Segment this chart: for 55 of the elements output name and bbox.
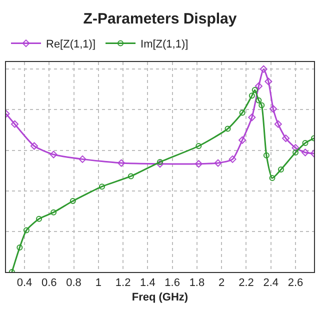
legend-label: Re[Z(1,1)] <box>46 38 96 51</box>
x-tick-label: 1.2 <box>115 277 131 290</box>
point <box>50 209 57 216</box>
x-tick-label: 1 <box>95 277 102 290</box>
point <box>269 175 276 182</box>
point <box>254 82 262 90</box>
x-tick-label: 2.6 <box>288 277 304 290</box>
point <box>260 65 268 73</box>
point <box>78 155 86 163</box>
point <box>292 149 299 156</box>
point <box>50 150 58 158</box>
x-tick-label: 2.4 <box>263 277 279 290</box>
point <box>302 148 309 156</box>
point <box>292 144 300 152</box>
point <box>11 120 18 128</box>
point <box>256 97 262 104</box>
point <box>156 160 164 168</box>
point <box>70 198 76 204</box>
x-tick-label: 0.4 <box>16 277 32 290</box>
point <box>157 159 163 166</box>
point <box>278 166 284 173</box>
x-tick-label: 1.8 <box>189 277 205 290</box>
point <box>16 244 23 250</box>
point <box>239 110 246 116</box>
point <box>258 102 265 108</box>
chart-title: Z-Parameters Display <box>83 10 238 28</box>
point <box>264 78 272 86</box>
x-tick-label: 2 <box>218 277 225 290</box>
point <box>30 142 38 150</box>
point <box>118 159 126 167</box>
x-tick-label: 1.4 <box>140 277 156 290</box>
point <box>302 140 308 146</box>
point <box>282 134 290 142</box>
legend-label: Im[Z(1,1)] <box>140 38 188 51</box>
x-axis-title: Freq (GHz) <box>132 291 188 304</box>
point <box>128 173 134 180</box>
x-tick-label: 0.8 <box>66 277 82 290</box>
point <box>252 87 258 93</box>
point <box>263 152 270 158</box>
point <box>214 159 222 167</box>
point <box>238 136 246 144</box>
point <box>23 227 30 234</box>
point <box>248 114 256 122</box>
x-tick-label: 0.6 <box>41 277 57 290</box>
point <box>36 216 42 222</box>
point <box>248 92 255 99</box>
point <box>269 105 277 113</box>
point <box>196 143 202 149</box>
x-tick-label: 1.6 <box>164 277 180 290</box>
point <box>98 184 105 190</box>
x-tick-label: 2.2 <box>238 277 254 290</box>
point <box>224 126 231 132</box>
point <box>228 155 236 163</box>
point <box>274 120 282 128</box>
point <box>194 160 202 168</box>
